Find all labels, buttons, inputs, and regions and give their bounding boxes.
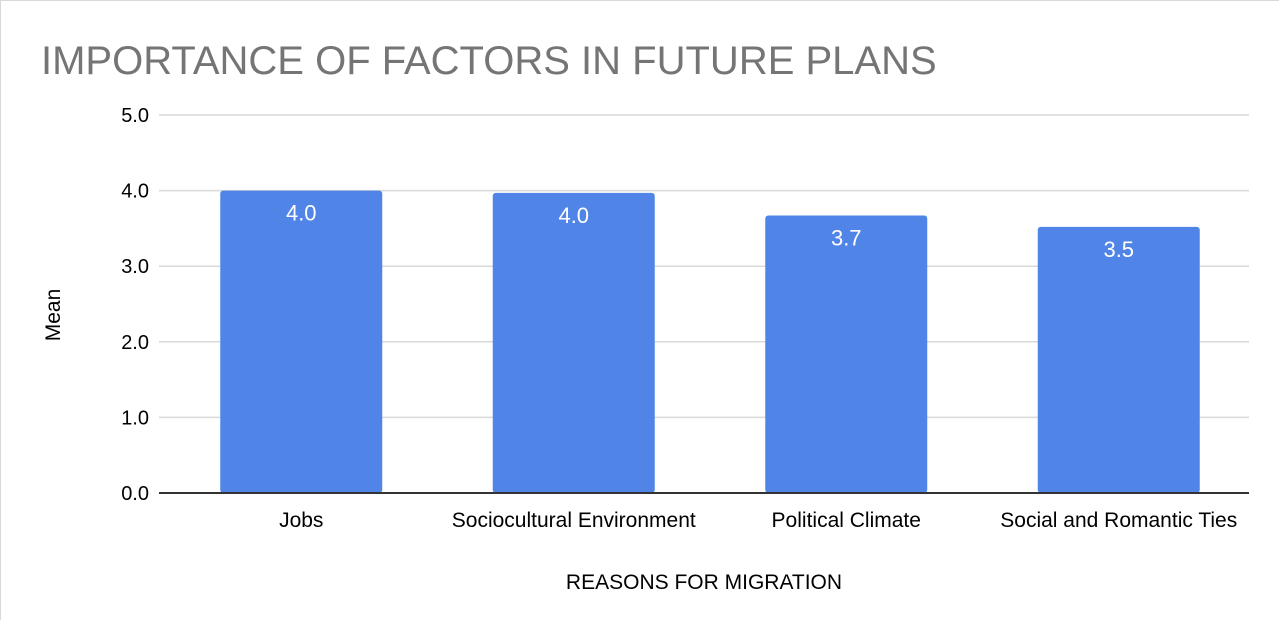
chart-title: IMPORTANCE OF FACTORS IN FUTURE PLANS — [41, 39, 937, 83]
data-labels: 4.0 4.0 3.7 3.5 — [286, 201, 1134, 262]
bar — [765, 215, 928, 493]
data-label: 3.5 — [1103, 237, 1134, 262]
y-axis-ticks: 0.0 1.0 2.0 3.0 4.0 5.0 — [121, 105, 149, 505]
y-tick-label: 3.0 — [121, 256, 149, 278]
x-axis-title: REASONS FOR MIGRATION — [566, 571, 842, 594]
x-axis-categories: Jobs Sociocultural Environment Political C… — [279, 509, 1237, 532]
y-tick-label: 4.0 — [121, 181, 149, 203]
bar — [492, 192, 655, 494]
bars — [220, 190, 1200, 494]
y-axis-title: Mean — [42, 289, 65, 342]
x-category-label: Social and Romantic Ties — [1000, 509, 1237, 532]
bar — [1037, 226, 1200, 493]
data-label: 4.0 — [286, 201, 317, 226]
x-category-label: Political Climate — [772, 509, 921, 532]
data-label: 3.7 — [831, 226, 862, 251]
bar — [220, 190, 383, 493]
data-label: 4.0 — [558, 203, 589, 228]
x-category-label: Sociocultural Environment — [452, 509, 696, 532]
y-tick-label: 5.0 — [121, 105, 149, 127]
x-category-label: Jobs — [279, 509, 323, 532]
y-tick-label: 1.0 — [121, 407, 149, 429]
y-tick-label: 0.0 — [121, 483, 149, 505]
y-tick-label: 2.0 — [121, 332, 149, 354]
